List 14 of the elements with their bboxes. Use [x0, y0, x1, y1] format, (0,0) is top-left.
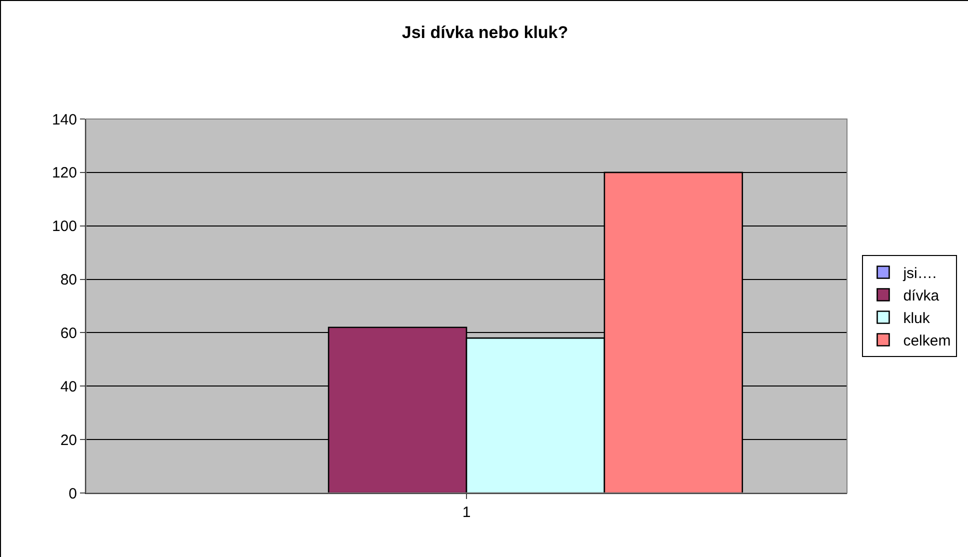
y-tick-label: 60 [60, 324, 77, 342]
x-tick-label: 1 [462, 504, 471, 521]
y-tick-label: 20 [60, 432, 77, 449]
y-tick-label: 40 [60, 378, 77, 396]
chart-title: Jsi dívka nebo kluk? [402, 22, 568, 42]
y-tick-label: 140 [52, 111, 77, 128]
legend-label: celkem [903, 332, 951, 350]
legend-label: jsi…. [902, 265, 937, 282]
y-tick-label: 120 [52, 164, 77, 182]
legend-label: kluk [903, 310, 930, 328]
y-tick-label: 0 [68, 485, 77, 502]
legend-label: dívka [903, 288, 940, 305]
y-tick-label: 80 [60, 272, 77, 289]
y-tick-label: 100 [52, 218, 77, 236]
